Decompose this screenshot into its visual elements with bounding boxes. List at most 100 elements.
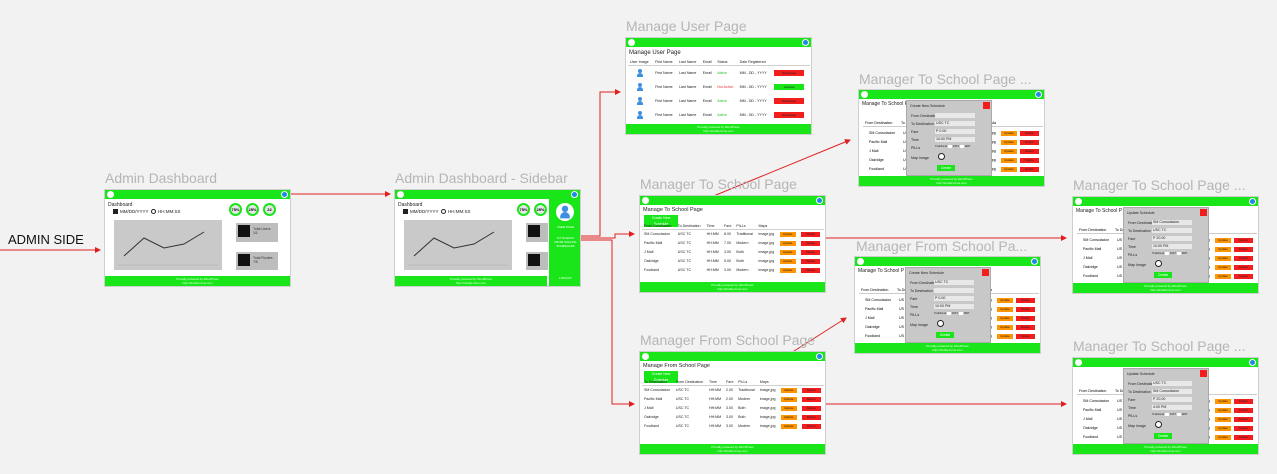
sidebar-logout[interactable]: LOGOUT <box>559 276 572 280</box>
update-button[interactable]: Update <box>1001 140 1017 145</box>
pills-option-traditional[interactable]: Traditional <box>1152 413 1165 417</box>
delete-button[interactable]: Delete <box>1020 140 1039 145</box>
delete-button[interactable]: Delete <box>1234 435 1253 440</box>
avatar-icon[interactable] <box>1249 198 1256 205</box>
field-input[interactable]: 10:00 PM <box>1152 244 1192 249</box>
update-button[interactable]: Update <box>997 307 1013 312</box>
update-button[interactable]: Update <box>1215 435 1231 440</box>
delete-button[interactable]: Delete <box>1020 131 1039 136</box>
close-icon[interactable] <box>982 269 989 276</box>
field-input[interactable]: USC TC <box>935 121 975 126</box>
field-input[interactable]: P 0.00 <box>935 129 975 134</box>
update-button[interactable]: Update <box>1215 274 1231 279</box>
checkbox[interactable] <box>947 312 952 315</box>
delete-button[interactable]: Delete <box>1234 426 1253 431</box>
close-icon[interactable] <box>1200 370 1207 377</box>
pills-option-mrt[interactable]: MRT <box>1181 252 1188 256</box>
update-button[interactable]: Update <box>1215 426 1231 431</box>
update-button[interactable]: Update <box>1215 265 1231 270</box>
upload-icon[interactable] <box>1155 421 1162 428</box>
upload-icon[interactable] <box>937 320 944 327</box>
pills-option-dist[interactable]: DIST <box>952 312 958 316</box>
delete-button[interactable]: Delete <box>1016 334 1035 339</box>
update-button[interactable]: Update <box>779 240 796 246</box>
create-button[interactable]: Create <box>936 332 954 338</box>
create-button[interactable]: Create <box>1154 433 1172 439</box>
create-button[interactable]: Create <box>937 165 955 171</box>
sidebar-item-from-school[interactable]: FROM SCHOOL <box>554 240 577 244</box>
upload-icon[interactable] <box>938 153 945 160</box>
delete-button[interactable]: Delete <box>1234 247 1253 252</box>
checkbox[interactable] <box>1165 252 1170 255</box>
pills-option-traditional[interactable]: Traditional <box>934 312 947 316</box>
avatar-icon[interactable] <box>281 191 288 198</box>
sidebar-item-schedules[interactable]: SCHEDULES <box>556 244 575 248</box>
pills-option-dist[interactable]: DIST <box>953 145 959 149</box>
update-button[interactable]: Update <box>779 231 796 237</box>
activate-button[interactable]: Activate <box>774 83 805 90</box>
delete-button[interactable]: Delete <box>801 405 821 411</box>
footer-line[interactable]: http://shuttle.forus.com <box>932 347 963 352</box>
footer-line[interactable]: http://shuttle.forus.com <box>182 280 213 285</box>
delete-button[interactable]: Delete <box>801 423 821 429</box>
field-input[interactable]: P 0.00 <box>934 296 974 301</box>
update-button[interactable]: Update <box>1001 158 1017 163</box>
field-input[interactable]: P 20.00 <box>1152 236 1192 241</box>
field-input[interactable] <box>934 288 974 293</box>
delete-button[interactable]: Delete <box>1020 158 1039 163</box>
delete-button[interactable]: Delete <box>1016 325 1035 330</box>
footer-line[interactable]: http://shuttle.forus.com <box>717 286 748 291</box>
footer-line[interactable]: http://shuttle.forus.com <box>1150 287 1181 292</box>
delete-button[interactable]: Delete <box>1016 298 1035 303</box>
pills-option-mrt[interactable]: MRT <box>1181 413 1188 417</box>
delete-button[interactable]: Delete <box>801 231 821 237</box>
update-button[interactable]: Update <box>780 387 797 393</box>
pills-option-mrt[interactable]: MRT <box>964 145 971 149</box>
avatar-icon[interactable] <box>1249 359 1256 366</box>
update-button[interactable]: Update <box>779 249 796 255</box>
delete-button[interactable]: Delete <box>1234 274 1253 279</box>
checkbox[interactable] <box>959 145 964 148</box>
field-input[interactable]: 4:00 PM <box>1152 405 1192 410</box>
avatar-icon[interactable] <box>1031 258 1038 265</box>
checkbox[interactable] <box>1165 413 1170 416</box>
field-input[interactable]: 10:00 PM <box>935 137 975 142</box>
update-button[interactable]: Update <box>780 423 797 429</box>
delete-button[interactable]: Delete <box>801 249 821 255</box>
pills-option-traditional[interactable]: Traditional <box>935 145 948 149</box>
delete-button[interactable]: Delete <box>1234 238 1253 243</box>
pills-option-dist[interactable]: DIST <box>1170 413 1176 417</box>
sidebar-item-to-school[interactable]: TO SCHOOL <box>556 236 575 240</box>
field-input[interactable]: USC TC <box>1152 381 1192 386</box>
create-button[interactable]: Create <box>1154 272 1172 278</box>
delete-button[interactable]: Delete <box>801 240 821 246</box>
pills-option-mrt[interactable]: MRT <box>963 312 970 316</box>
pills-option-traditional[interactable]: Traditional <box>1152 252 1165 256</box>
avatar-icon[interactable] <box>816 353 823 360</box>
field-input[interactable]: USC TC <box>1152 228 1192 233</box>
update-button[interactable]: Update <box>1001 167 1017 172</box>
update-button[interactable]: Update <box>1215 256 1231 261</box>
delete-button[interactable]: Delete <box>1020 149 1039 154</box>
update-button[interactable]: Update <box>1215 399 1231 404</box>
update-button[interactable]: Update <box>1215 417 1231 422</box>
close-icon[interactable] <box>1200 209 1207 216</box>
delete-button[interactable]: Delete <box>801 267 821 273</box>
delete-button[interactable]: Delete <box>1234 408 1253 413</box>
update-button[interactable]: Update <box>997 325 1013 330</box>
update-button[interactable]: Update <box>1215 408 1231 413</box>
update-button[interactable]: Update <box>997 298 1013 303</box>
checkbox[interactable] <box>948 145 953 148</box>
delete-button[interactable]: Delete <box>801 387 821 393</box>
update-button[interactable]: Update <box>780 414 797 420</box>
update-button[interactable]: Update <box>1215 247 1231 252</box>
deactivate-button[interactable]: Deactivate <box>774 69 805 76</box>
update-button[interactable]: Update <box>780 396 797 402</box>
footer-line[interactable]: http://shuttle.forus.com <box>1150 448 1181 453</box>
deactivate-button[interactable]: Deactivate <box>774 97 805 104</box>
update-button[interactable]: Update <box>997 334 1013 339</box>
footer-line[interactable]: http://shuttle.forus.com <box>717 448 748 453</box>
avatar-icon[interactable] <box>816 197 823 204</box>
delete-button[interactable]: Delete <box>1234 265 1253 270</box>
close-icon[interactable] <box>983 102 990 109</box>
